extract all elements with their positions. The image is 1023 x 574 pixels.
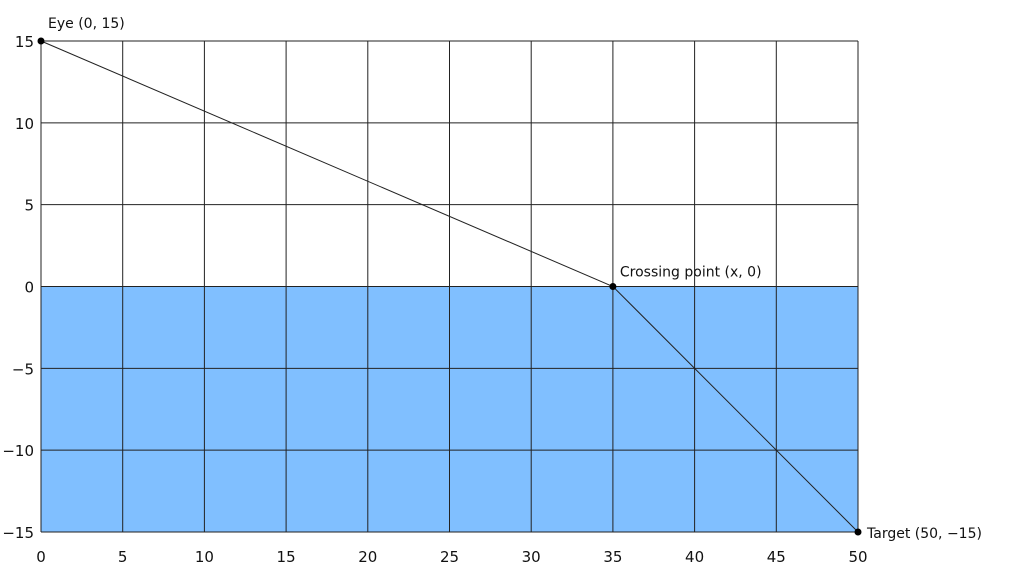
eye-label: Eye (0, 15) (48, 16, 125, 32)
x-tick-label: 40 (685, 548, 704, 566)
x-tick-label: 15 (277, 548, 296, 566)
y-tick-label: 5 (24, 197, 34, 215)
y-tick-label: 15 (15, 33, 34, 51)
x-tick-label: 50 (848, 548, 867, 566)
target-label: Target (50, −15) (866, 526, 982, 542)
y-tick-label: −5 (12, 360, 34, 378)
crossing-point (609, 283, 617, 290)
crossing-label: Crossing point (x, 0) (620, 265, 762, 281)
x-tick-label: 45 (767, 548, 786, 566)
y-tick-label: −15 (2, 524, 34, 542)
x-tick-label: 30 (522, 548, 541, 566)
y-tick-label: 10 (15, 115, 34, 133)
target-point (854, 528, 862, 536)
y-tick-label: −10 (2, 442, 34, 460)
y-tick-label: 0 (24, 279, 34, 297)
x-tick-label: 10 (195, 548, 214, 566)
x-tick-label: 0 (36, 548, 46, 566)
x-tick-label: 5 (118, 548, 128, 566)
eye-point (37, 37, 45, 45)
x-tick-label: 25 (440, 548, 459, 566)
x-tick-label: 35 (603, 548, 622, 566)
x-tick-label: 20 (358, 548, 377, 566)
